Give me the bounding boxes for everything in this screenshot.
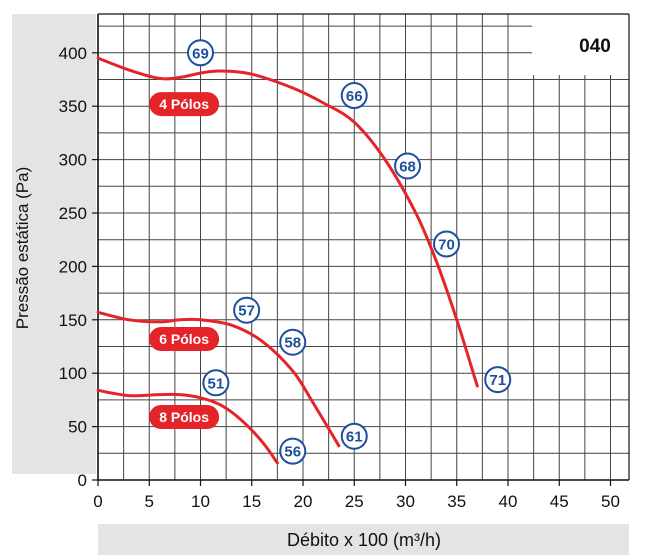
ylabel-band — [12, 14, 96, 474]
point-marker: 66 — [340, 82, 368, 110]
x-tick-label: 10 — [191, 492, 210, 511]
point-marker-circle — [233, 296, 261, 324]
point-marker-circle — [484, 366, 512, 394]
xlabel-band — [98, 524, 629, 555]
series-label-background — [149, 92, 220, 117]
y-tick-label: 150 — [59, 311, 87, 330]
y-tick-label: 300 — [59, 151, 87, 170]
x-tick-label: 30 — [396, 492, 415, 511]
point-marker-circle — [202, 369, 230, 397]
y-axis-label: Pressão estática (Pa) — [13, 167, 32, 330]
point-marker: 56 — [279, 437, 307, 465]
x-tick-label: 40 — [499, 492, 518, 511]
series-line-2 — [96, 310, 341, 448]
point-marker-circle — [279, 328, 307, 356]
point-marker: 69 — [187, 39, 214, 67]
x-tick-label: 5 — [145, 492, 154, 511]
y-tick-label: 250 — [59, 204, 87, 223]
series-label-text: 6 Pólos — [159, 331, 209, 347]
point-marker-circle — [187, 39, 214, 67]
point-marker-label: 70 — [438, 236, 455, 253]
series-group — [96, 56, 479, 465]
x-tick-label: 35 — [447, 492, 466, 511]
point-marker-circle — [433, 230, 460, 258]
point-marker-circle — [340, 82, 368, 110]
x-axis-label: Débito x 100 (m³/h) — [287, 530, 441, 550]
point-marker-label: 71 — [489, 372, 506, 389]
point-marker-circle — [279, 437, 307, 465]
series-line-1 — [96, 56, 479, 388]
y-tick-label: 0 — [78, 471, 87, 490]
series-label-pill-3: 8 Pólos — [149, 404, 220, 429]
point-marker: 70 — [433, 230, 460, 258]
point-marker: 58 — [279, 328, 307, 356]
point-marker-circle — [340, 422, 368, 450]
point-marker-label: 58 — [284, 335, 301, 352]
axes: 0 50 100 150 200 250 300 350 400 0 5 10 15 20 25 30 35 40… — [59, 13, 630, 511]
x-tick-label: 15 — [242, 492, 261, 511]
series-label-pill-1: 4 Pólos — [149, 92, 220, 117]
series-label-background — [149, 327, 220, 352]
x-tick-label: 20 — [294, 492, 313, 511]
x-tick-label: 45 — [550, 492, 569, 511]
y-tick-label: 50 — [68, 418, 87, 437]
series-label-pill-2: 6 Pólos — [149, 327, 220, 352]
point-marker-label: 68 — [399, 159, 416, 176]
point-marker: 68 — [394, 152, 422, 180]
x-tick-label: 0 — [93, 492, 102, 511]
point-marker-label: 61 — [346, 429, 363, 446]
point-marker-label: 57 — [238, 303, 255, 320]
grid — [98, 14, 629, 480]
title-box — [532, 14, 629, 75]
chart-title: 040 — [579, 36, 611, 57]
y-tick-label: 200 — [59, 257, 87, 276]
point-marker: 57 — [233, 296, 261, 324]
point-marker: 61 — [340, 422, 368, 450]
point-marker: 51 — [202, 369, 230, 397]
point-marker-label: 66 — [346, 88, 363, 105]
y-tick-label: 350 — [59, 97, 87, 116]
series-line-3 — [96, 388, 279, 465]
point-marker-label: 69 — [192, 45, 209, 62]
point-marker-label: 51 — [208, 375, 225, 392]
series-label-text: 4 Pólos — [159, 96, 209, 112]
series-labels: 4 Pólos 6 Pólos 8 Pólos — [149, 92, 220, 429]
series-label-background — [149, 404, 220, 429]
point-marker-label: 56 — [284, 444, 301, 461]
series-label-text: 8 Pólos — [159, 409, 209, 425]
x-tick-label: 50 — [601, 492, 620, 511]
point-markers: 69 66 68 70 71 57 58 51 61 56 — [187, 39, 512, 465]
y-tick-label: 100 — [59, 364, 87, 383]
x-tick-label: 25 — [345, 492, 364, 511]
point-marker: 71 — [484, 366, 512, 394]
y-tick-label: 400 — [59, 44, 87, 63]
point-marker-circle — [394, 152, 422, 180]
